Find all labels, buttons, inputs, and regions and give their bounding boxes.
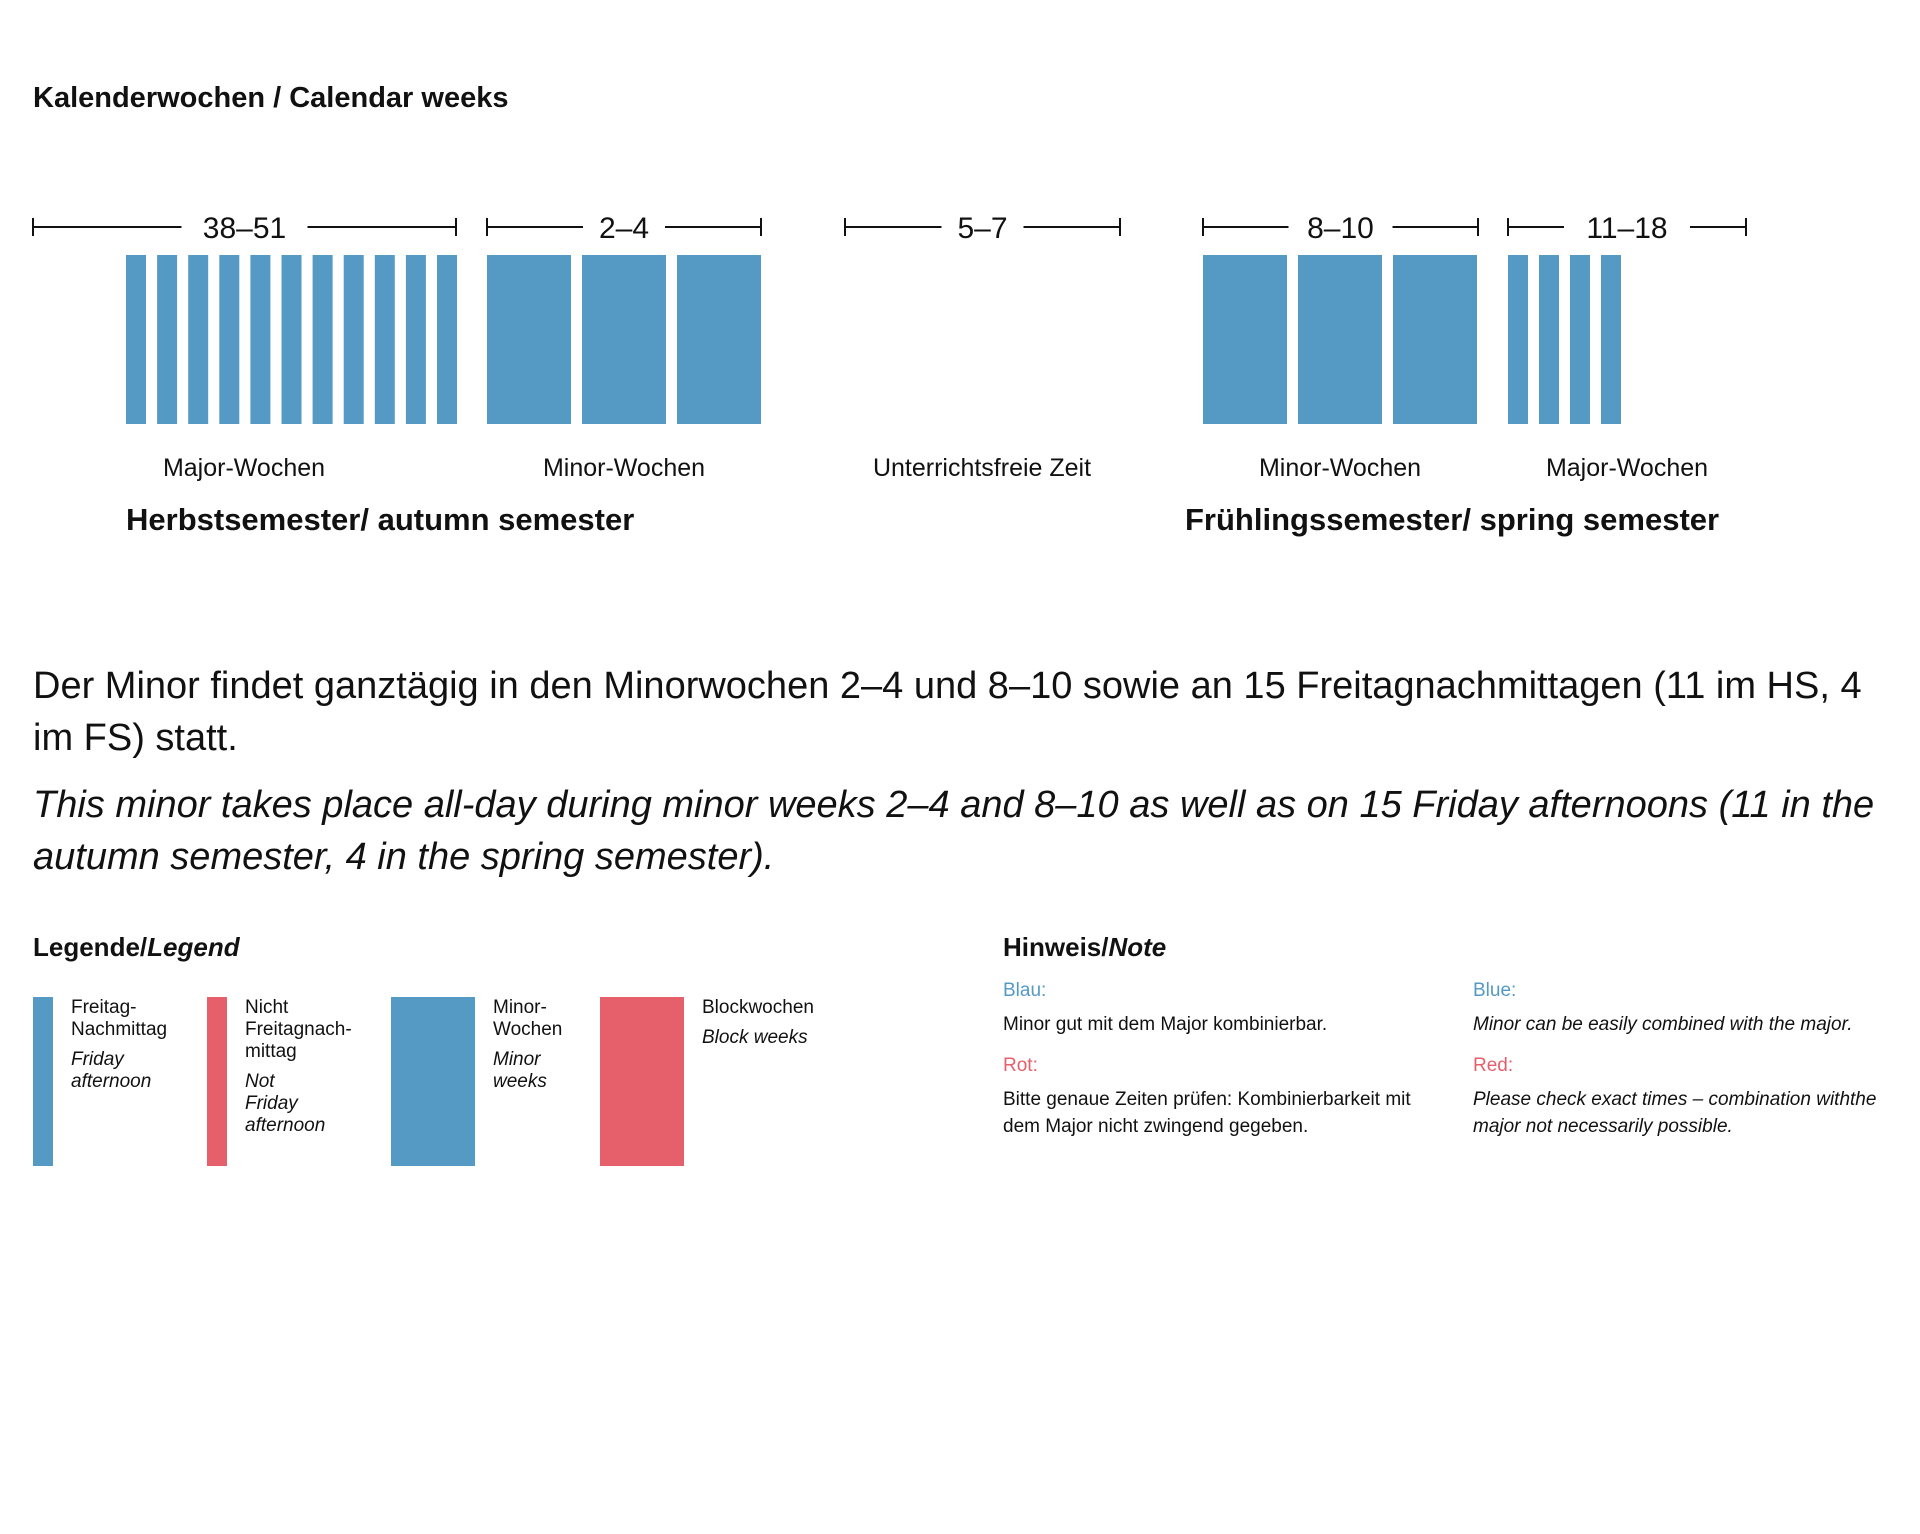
- legend-label-en: Block weeks: [702, 1027, 808, 1048]
- minor-week-bar: [582, 255, 666, 424]
- major-week-bar: [188, 255, 209, 424]
- period-label: Minor-Wochen: [543, 454, 705, 482]
- note-red-text-de: Bitte genaue Zeiten prüfen: Kombinierbar…: [1003, 1089, 1411, 1137]
- note-title-en: Note: [1108, 932, 1167, 962]
- legend-swatch-red-wide: [600, 997, 684, 1166]
- intro-text-de: Der Minor findet ganztägig in den Minorw…: [33, 665, 1862, 759]
- page-title: Kalenderwochen / Calendar weeks: [33, 82, 509, 114]
- major-week-bar: [250, 255, 271, 424]
- semester-label-autumn: Herbstsemester/ autumn semester: [126, 502, 634, 537]
- note-blue-text-en: Minor can be easily combined with the ma…: [1473, 1014, 1853, 1035]
- week-range-label: 8–10: [1307, 212, 1374, 245]
- major-week-bar: [374, 255, 395, 424]
- semester-label-spring: Frühlingssemester/ spring semester: [1185, 502, 1719, 537]
- minor-week-bar: [677, 255, 761, 424]
- week-range-label: 5–7: [957, 212, 1007, 245]
- note-red-label-de: Rot:: [1003, 1055, 1038, 1076]
- legend-label-en: Minor weeks: [493, 1049, 547, 1092]
- legend-title-en: Legend: [147, 932, 240, 962]
- major-week-bar: [1601, 255, 1621, 424]
- legend-label-de: Minor- Wochen: [493, 997, 563, 1040]
- minor-week-bar: [1298, 255, 1382, 424]
- major-week-bar: [343, 255, 364, 424]
- legend-swatch-red-thin: [207, 997, 227, 1166]
- major-week-bar: [1539, 255, 1559, 424]
- minor-week-bar: [487, 255, 571, 424]
- period-label: Major-Wochen: [163, 454, 325, 482]
- legend-title: Legende/Legend: [33, 932, 240, 963]
- legend-label-de: Nicht Freitagnach- mittag: [245, 997, 352, 1062]
- note-blue-label-de: Blau:: [1003, 980, 1047, 1001]
- calendar-timeline: 38–51 Major-Wochen 2–4 Minor-Wochen 5–7 Unter…: [32, 212, 1747, 537]
- note-blue-label-en: Blue:: [1473, 980, 1517, 1001]
- legend-swatch-blue-wide: [391, 997, 475, 1166]
- note-red-label-en: Red:: [1473, 1055, 1514, 1076]
- legend-label-de: Blockwochen: [702, 997, 814, 1018]
- week-range-label: 38–51: [203, 212, 286, 245]
- week-range-label: 11–18: [1586, 212, 1667, 245]
- legend-label-en: Not Friday afternoon: [245, 1071, 326, 1136]
- major-week-bar: [126, 255, 146, 424]
- major-week-bar: [437, 255, 457, 424]
- major-week-bar: [405, 255, 426, 424]
- legend-title-de: Legende/: [33, 932, 148, 962]
- period-label: Major-Wochen: [1546, 454, 1708, 482]
- major-week-bar: [1570, 255, 1590, 424]
- major-week-bar: [281, 255, 302, 424]
- major-week-bar: [219, 255, 240, 424]
- period-label: Minor-Wochen: [1259, 454, 1421, 482]
- major-week-bar: [312, 255, 333, 424]
- major-week-bar: [1508, 255, 1528, 424]
- minor-week-bar: [1393, 255, 1477, 424]
- legend-swatch-blue-thin: [33, 997, 53, 1166]
- minor-week-bar: [1203, 255, 1287, 424]
- legend-label-en: Friday afternoon: [71, 1049, 152, 1092]
- note-blue-text-de: Minor gut mit dem Major kombinierbar.: [1003, 1014, 1328, 1035]
- week-range-label: 2–4: [599, 212, 649, 245]
- period-label: Unterrichtsfreie Zeit: [873, 454, 1091, 482]
- note-red-text-en: Please check exact times – combination w…: [1473, 1089, 1877, 1137]
- note-title-de: Hinweis/: [1003, 932, 1109, 962]
- legend-label-de: Freitag- Nachmittag: [71, 997, 168, 1040]
- intro-text-en: This minor takes place all-day during mi…: [33, 784, 1875, 878]
- major-week-bar: [157, 255, 178, 424]
- note-title: Hinweis/Note: [1003, 932, 1166, 963]
